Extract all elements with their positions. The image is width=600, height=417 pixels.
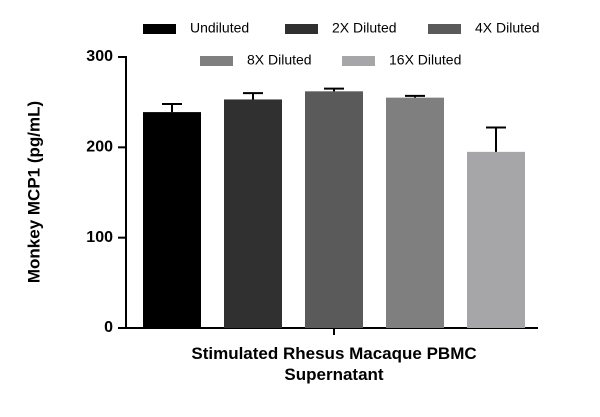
error-bar [162, 102, 182, 113]
legend-label: 4X Diluted [475, 20, 540, 36]
error-bar [486, 126, 506, 152]
bar [305, 91, 363, 329]
error-bar [324, 87, 344, 92]
legend-label: 2X Diluted [332, 20, 397, 36]
legend-swatch [200, 56, 233, 66]
legend-swatch [285, 24, 318, 34]
y-axis-title: Monkey MCP1 (pg/mL) [24, 101, 43, 283]
bar [467, 151, 525, 328]
error-bar [243, 92, 263, 100]
bar [143, 112, 201, 328]
x-axis-title: Stimulated Rhesus Macaque PBMC Supernata… [191, 344, 477, 384]
legend-swatch [428, 24, 461, 34]
error-bar [405, 94, 425, 98]
y-tick-label: 200 [86, 139, 113, 156]
bar [386, 97, 444, 329]
legend-label: Undiluted [190, 20, 249, 36]
y-tick-label: 300 [86, 48, 113, 65]
legend-swatch [143, 24, 176, 34]
y-tick-label: 100 [86, 229, 113, 246]
legend-swatch [342, 56, 375, 66]
legend-label: 8X Diluted [247, 52, 312, 68]
y-tick-label: 0 [104, 319, 113, 336]
legend-label: 16X Diluted [389, 52, 461, 68]
bar [224, 99, 282, 328]
